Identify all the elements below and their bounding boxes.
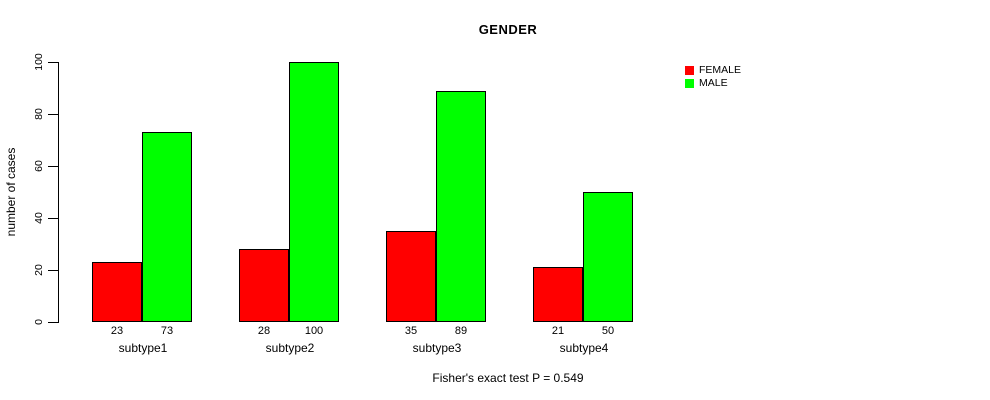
- bar-value-label: 50: [601, 325, 615, 337]
- y-tick: [48, 270, 58, 271]
- bar-value-label: 23: [110, 325, 124, 337]
- y-tick: [48, 218, 58, 219]
- category-label-subtype1: subtype1: [118, 341, 168, 355]
- y-tick-label: 40: [33, 212, 45, 224]
- y-tick: [48, 62, 58, 63]
- bar-value-label: 100: [304, 325, 324, 337]
- category-label-subtype3: subtype3: [412, 341, 462, 355]
- bar-value-label: 73: [160, 325, 174, 337]
- chart-footnote: Fisher's exact test P = 0.549: [432, 371, 584, 385]
- y-tick: [48, 114, 58, 115]
- y-tick-label: 0: [33, 319, 45, 325]
- category-label-subtype2: subtype2: [265, 341, 315, 355]
- bar-female-subtype2: [239, 249, 289, 322]
- legend-item-female: FEMALE: [685, 64, 741, 77]
- y-tick: [48, 166, 58, 167]
- bar-male-subtype4: [583, 192, 633, 322]
- category-label-subtype4: subtype4: [559, 341, 609, 355]
- bar-male-subtype1: [142, 132, 192, 322]
- legend: FEMALE MALE: [685, 64, 741, 90]
- chart-title: GENDER: [478, 22, 538, 37]
- bar-male-subtype3: [436, 90, 486, 322]
- y-tick-label: 20: [33, 264, 45, 276]
- legend-item-male: MALE: [685, 77, 741, 90]
- bar-value-label: 89: [454, 325, 468, 337]
- legend-color-swatch: [685, 79, 694, 88]
- bar-male-subtype2: [289, 62, 339, 322]
- y-axis-label: number of cases: [4, 147, 18, 237]
- y-tick-label: 60: [33, 160, 45, 172]
- bar-value-label: 21: [551, 325, 565, 337]
- bar-female-subtype1: [92, 262, 142, 322]
- legend-label: FEMALE: [699, 64, 742, 76]
- y-tick-label: 80: [33, 108, 45, 120]
- y-tick-label: 100: [33, 53, 45, 71]
- bar-value-label: 35: [404, 325, 418, 337]
- bar-female-subtype4: [533, 267, 583, 322]
- legend-color-swatch: [685, 66, 694, 75]
- legend-label: MALE: [699, 77, 728, 89]
- y-axis-line: [58, 62, 59, 323]
- bar-value-label: 28: [257, 325, 271, 337]
- bar-female-subtype3: [386, 231, 436, 322]
- y-tick: [48, 322, 58, 323]
